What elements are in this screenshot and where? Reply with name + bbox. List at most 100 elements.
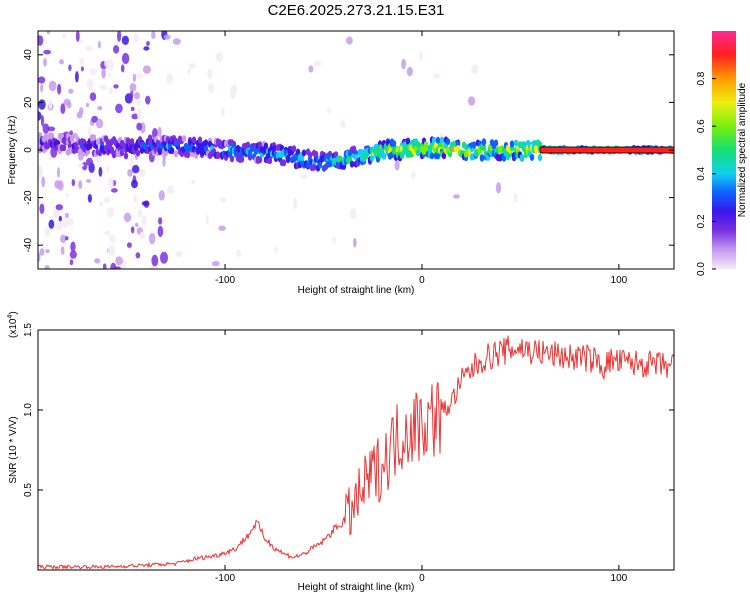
noise-blob <box>495 182 502 194</box>
noise-blob <box>42 123 50 134</box>
colorbar-label: Normalized spectral amplitude <box>737 82 748 217</box>
noise-blob <box>218 225 226 231</box>
noise-blob <box>65 236 69 241</box>
noise-blob <box>349 208 357 220</box>
noise-blob <box>236 249 242 257</box>
ridge-cell <box>229 155 235 163</box>
noise-blob <box>94 258 101 264</box>
colorbar-gradient <box>712 31 736 269</box>
ridge-cell <box>257 156 263 164</box>
noise-blob <box>401 58 406 70</box>
snr-frame <box>37 329 675 571</box>
x-tick-label: 100 <box>611 275 628 286</box>
noise-blob <box>78 39 84 44</box>
noise-blob <box>89 92 97 101</box>
noise-blob <box>44 265 50 269</box>
noise-blob <box>394 160 400 171</box>
noise-blob <box>102 263 107 269</box>
ridge-cell <box>317 161 323 169</box>
noise-blob <box>80 66 84 72</box>
noise-blob <box>513 193 518 203</box>
noise-blob <box>76 163 85 168</box>
noise-blob <box>38 196 42 205</box>
noise-blob <box>162 158 166 167</box>
noise-blob <box>109 234 116 244</box>
ridge-cell <box>493 139 499 147</box>
noise-blob <box>132 73 137 83</box>
noise-blob <box>149 232 156 245</box>
noise-blob <box>151 254 159 267</box>
noise-blob <box>55 220 64 231</box>
noise-blob <box>433 73 440 79</box>
noise-blob <box>78 180 83 190</box>
ridge-cell <box>435 136 441 144</box>
ridge-cell <box>313 150 319 158</box>
noise-blob <box>38 99 46 110</box>
noise-blob <box>66 101 72 109</box>
ridge-cell <box>169 147 175 155</box>
ridge-cell <box>513 139 519 147</box>
ridge-cell <box>311 163 317 171</box>
noise-blob <box>453 194 460 199</box>
noise-blob <box>47 126 56 132</box>
x-tick-label: 0 <box>419 573 425 584</box>
ridge-cell <box>77 147 83 155</box>
noise-blob <box>129 159 134 167</box>
snr-y-multiplier: (x104) <box>7 311 19 338</box>
snr-y-multiplier-exp: 4 <box>7 315 14 319</box>
noise-blob <box>69 259 74 266</box>
ridge-cell <box>245 141 251 149</box>
noise-blob <box>136 73 144 79</box>
ridge-cell <box>537 154 543 161</box>
noise-blob <box>86 78 94 91</box>
noise-blob <box>99 84 108 90</box>
noise-blob <box>97 106 103 111</box>
noise-blob <box>43 57 47 67</box>
noise-blob <box>115 103 123 114</box>
noise-blob <box>130 106 135 111</box>
noise-blob <box>68 64 72 71</box>
y-tick-label: 20 <box>23 96 34 108</box>
noise-blob <box>97 40 101 49</box>
colorbar-tick-label: 0.8 <box>696 71 707 85</box>
ridge-cell <box>295 148 301 156</box>
noise-blob <box>108 87 114 95</box>
noise-blob <box>132 165 140 174</box>
noise-blob <box>111 188 118 193</box>
noise-blob <box>136 122 143 131</box>
noise-blob <box>62 32 66 39</box>
ridge-cell <box>197 136 203 144</box>
noise-blob <box>67 218 74 226</box>
ridge-cell <box>61 144 67 152</box>
noise-blob <box>300 174 309 179</box>
ridge-cell <box>441 152 447 160</box>
noise-blob <box>293 197 297 210</box>
noise-blob <box>45 249 50 254</box>
ridge-cell <box>381 152 387 160</box>
y-tick-label: 1.0 <box>23 403 34 417</box>
noise-blob <box>95 156 102 163</box>
ridge-cell <box>429 152 435 160</box>
noise-blob <box>106 165 110 173</box>
ridge-cell <box>215 152 221 160</box>
noise-blob <box>123 212 132 223</box>
noise-blob <box>114 266 122 269</box>
noise-blob <box>142 65 151 74</box>
noise-blob <box>138 169 146 177</box>
snr-x-ticks: -100 0 100 <box>215 330 628 584</box>
noise-blob <box>40 115 45 127</box>
snr-x-label: Height of straight line (km) <box>298 582 415 593</box>
noise-blob <box>106 207 115 218</box>
noise-blob <box>103 196 111 203</box>
noise-blob <box>151 31 156 40</box>
spectrogram-y-ticks: -40 -20 0 20 40 <box>23 49 674 252</box>
ridge-cell <box>301 149 307 157</box>
noise-blob <box>221 106 225 118</box>
noise-blob <box>121 35 129 45</box>
noise-blob <box>191 179 196 184</box>
noise-blob <box>62 217 68 228</box>
snr-y-multiplier-base: (x10 <box>8 318 19 338</box>
noise-blob <box>468 96 476 106</box>
noise-blob <box>332 235 336 244</box>
noise-blob <box>160 251 168 264</box>
